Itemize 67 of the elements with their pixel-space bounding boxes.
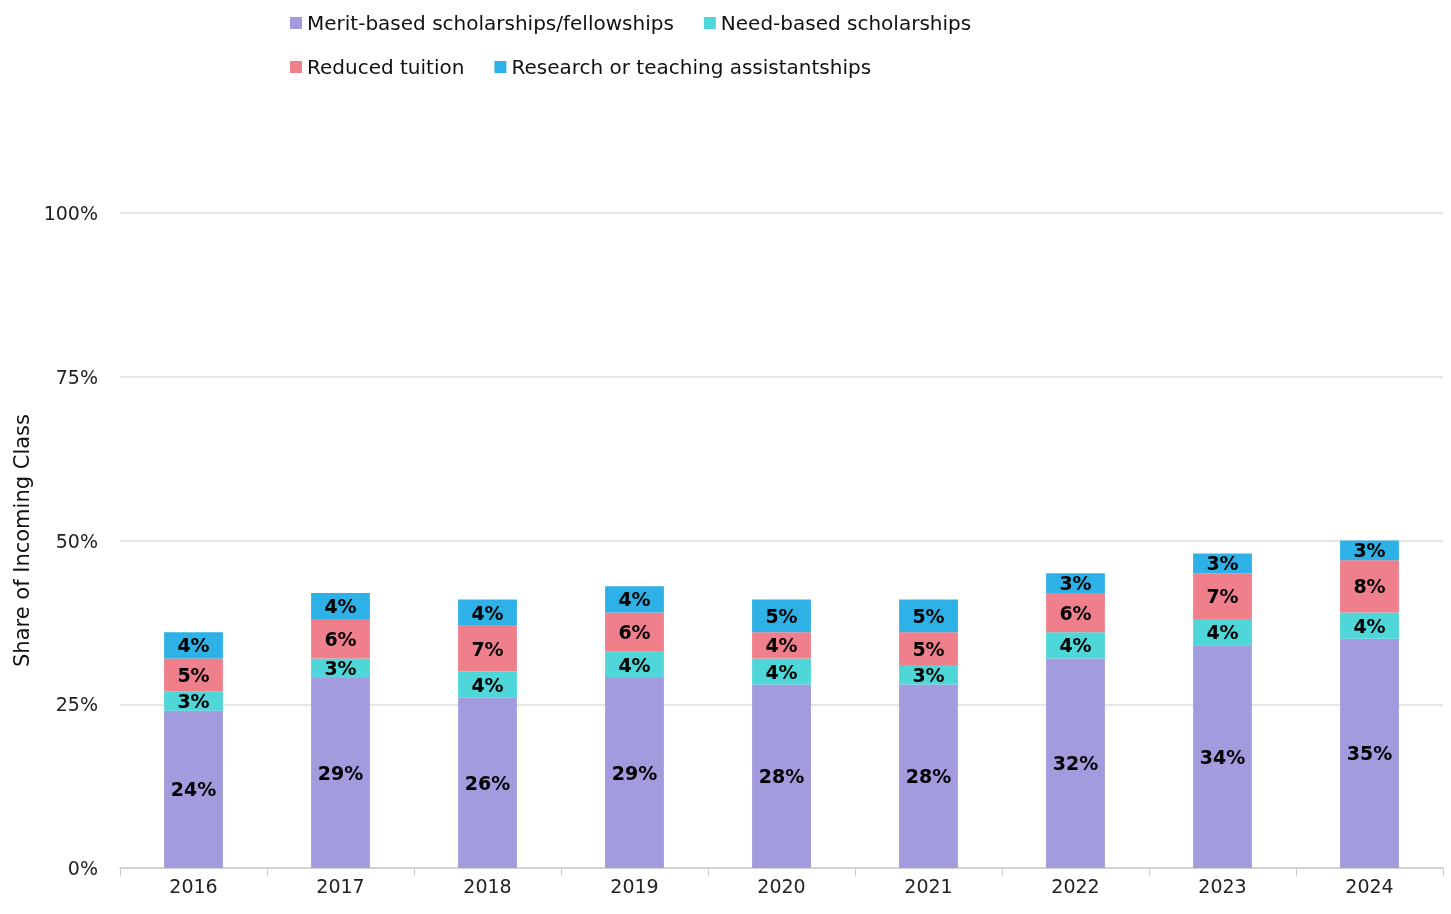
data-label: 5% [912, 637, 945, 660]
x-tick-label: 2017 [316, 874, 365, 897]
y-tick-label: 50% [55, 529, 98, 552]
data-label: 29% [611, 762, 658, 785]
x-tick-label: 2021 [904, 874, 953, 897]
data-label: 24% [170, 778, 217, 801]
y-tick-label: 25% [55, 693, 98, 716]
x-tick-label: 2019 [610, 874, 659, 897]
data-label: 26% [464, 771, 511, 794]
data-label: 7% [1206, 585, 1239, 608]
data-label: 4% [618, 588, 651, 611]
data-label: 4% [324, 595, 357, 617]
bar [458, 697, 517, 868]
data-label: 28% [758, 765, 805, 788]
legend-label: Need-based scholarships [720, 11, 972, 35]
data-label: 5% [765, 604, 798, 627]
bar [1046, 658, 1105, 868]
data-label: 4% [177, 634, 210, 657]
bar [1193, 573, 1252, 620]
bar [752, 684, 811, 868]
data-label: 3% [1206, 552, 1239, 575]
data-label: 3% [1059, 572, 1092, 595]
data-label: 8% [1353, 575, 1386, 598]
bar [1340, 638, 1399, 868]
data-label: 32% [1052, 752, 1099, 775]
bar [164, 710, 223, 868]
data-label: 29% [317, 762, 364, 785]
bar [311, 678, 370, 868]
data-label: 35% [1346, 742, 1393, 765]
x-tick-label: 2020 [757, 874, 806, 897]
data-label: 3% [1353, 539, 1386, 562]
data-label: 7% [471, 637, 504, 660]
data-label: 4% [1059, 634, 1092, 657]
x-tick-label: 2024 [1345, 874, 1394, 897]
data-label: 5% [177, 663, 210, 686]
y-tick-label: 100% [43, 202, 98, 224]
data-label: 34% [1199, 745, 1246, 768]
data-label: 4% [471, 673, 504, 696]
data-label: 3% [912, 663, 945, 686]
legend-label: Merit-based scholarships/fellowships [307, 11, 674, 35]
bar [1340, 560, 1399, 613]
y-tick-label: 75% [55, 365, 98, 388]
x-tick-label: 2016 [169, 874, 218, 897]
bar [458, 625, 517, 672]
bar [899, 684, 958, 868]
y-axis-title: Share of Incoming Class [10, 414, 35, 667]
data-label: 4% [765, 634, 798, 657]
y-tick-label: 0% [67, 857, 98, 879]
data-label: 4% [1353, 614, 1386, 637]
x-tick-label: 2018 [463, 874, 512, 897]
data-label: 4% [471, 601, 504, 624]
data-label: 6% [1059, 601, 1092, 624]
data-label: 3% [177, 689, 210, 712]
data-label: 4% [765, 660, 798, 683]
data-label: 6% [324, 627, 357, 650]
bar [605, 678, 664, 868]
legend-label: Reduced tuition [307, 55, 465, 79]
data-label: 5% [912, 604, 945, 627]
data-label: 4% [1206, 621, 1239, 644]
legend-label: Research or teaching assistantships [511, 55, 872, 79]
data-label: 6% [618, 621, 651, 644]
data-label: 28% [905, 765, 952, 788]
x-tick-label: 2023 [1198, 874, 1247, 897]
data-label: 4% [618, 653, 651, 676]
x-tick-label: 2022 [1051, 874, 1100, 897]
data-label: 3% [324, 657, 357, 680]
bar [1193, 645, 1252, 868]
